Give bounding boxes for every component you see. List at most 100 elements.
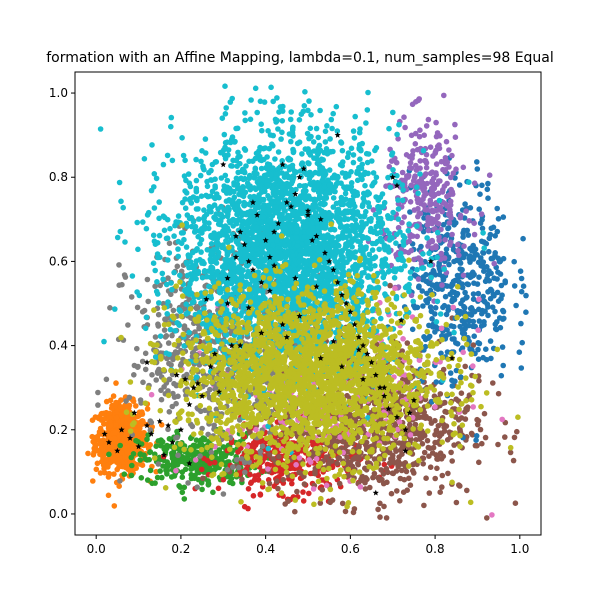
point (432, 439, 438, 446)
point (166, 409, 173, 415)
point (414, 233, 421, 240)
point (480, 354, 487, 361)
point (173, 435, 179, 441)
point (105, 492, 112, 499)
point (151, 205, 158, 211)
point (230, 464, 236, 470)
point (155, 461, 162, 467)
point (404, 340, 411, 346)
point (182, 157, 188, 164)
point (520, 283, 527, 290)
point (97, 470, 104, 476)
point (241, 459, 248, 466)
point (378, 467, 384, 473)
point (293, 462, 299, 468)
point (432, 431, 438, 438)
point (476, 318, 483, 324)
point (339, 147, 346, 154)
point (113, 422, 119, 428)
point (523, 292, 529, 299)
point (106, 451, 112, 458)
point (474, 281, 481, 287)
point (436, 145, 443, 152)
point (197, 453, 203, 459)
point (137, 457, 143, 463)
point (280, 476, 287, 483)
point (302, 89, 308, 95)
point (260, 468, 266, 475)
point (384, 469, 391, 476)
point (479, 182, 485, 189)
point (487, 338, 494, 344)
point (119, 450, 125, 456)
point (425, 116, 432, 123)
point (245, 486, 252, 492)
point (438, 325, 445, 332)
point (449, 231, 455, 238)
point (116, 483, 122, 490)
chart-title: formation with an Affine Mapping, lambda… (46, 50, 554, 66)
point (85, 450, 91, 457)
point (313, 125, 320, 132)
point (500, 255, 507, 262)
point (402, 177, 408, 183)
point (169, 157, 176, 164)
point (429, 450, 436, 456)
point (174, 462, 181, 468)
point (393, 240, 399, 246)
point (489, 512, 495, 518)
point (278, 467, 285, 474)
point (447, 239, 454, 246)
point (471, 180, 478, 186)
point (445, 470, 451, 477)
point (486, 172, 493, 178)
point (245, 505, 251, 512)
point (421, 334, 427, 340)
point (516, 349, 523, 356)
point (407, 199, 414, 205)
point (90, 478, 96, 484)
point (453, 220, 459, 226)
point (153, 377, 159, 383)
point (154, 474, 161, 481)
point (172, 457, 179, 463)
point (495, 441, 501, 448)
point (188, 475, 195, 482)
point (452, 134, 459, 140)
point (410, 298, 417, 305)
point (407, 432, 414, 438)
point (442, 168, 448, 175)
point (357, 484, 364, 490)
point (432, 305, 439, 311)
point (439, 472, 446, 479)
point (441, 255, 448, 261)
point (169, 462, 175, 468)
point (480, 230, 486, 236)
point (98, 411, 105, 417)
point (476, 378, 482, 384)
point (487, 231, 494, 238)
point (390, 167, 396, 173)
point (89, 417, 96, 424)
point (442, 408, 448, 415)
point (119, 281, 125, 288)
point (142, 366, 149, 373)
point (444, 193, 450, 200)
point (323, 454, 330, 460)
point (494, 205, 501, 212)
point (356, 455, 363, 462)
point (491, 260, 498, 267)
point (444, 159, 450, 165)
point (110, 393, 117, 399)
point (457, 212, 464, 219)
point (117, 478, 123, 484)
point (440, 366, 447, 373)
point (429, 238, 436, 245)
point (435, 456, 441, 462)
point (482, 299, 488, 305)
point (276, 453, 282, 460)
point (419, 441, 426, 447)
point (138, 441, 145, 447)
point (456, 482, 462, 488)
point (194, 484, 200, 491)
